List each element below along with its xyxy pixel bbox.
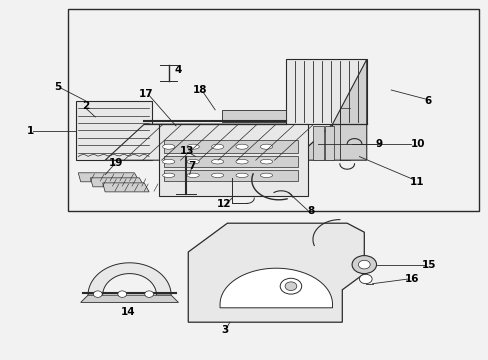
Polygon shape	[105, 124, 332, 160]
Ellipse shape	[260, 159, 272, 164]
Text: 5: 5	[54, 82, 61, 92]
Text: 8: 8	[306, 206, 313, 216]
Circle shape	[358, 260, 369, 269]
Polygon shape	[188, 223, 364, 322]
Circle shape	[351, 256, 376, 274]
Ellipse shape	[235, 144, 248, 149]
Ellipse shape	[211, 144, 223, 149]
Text: 15: 15	[421, 260, 435, 270]
Text: 7: 7	[187, 161, 195, 171]
Text: 4: 4	[174, 65, 182, 75]
Bar	[312, 126, 323, 160]
Circle shape	[118, 291, 126, 297]
Circle shape	[280, 278, 301, 294]
Polygon shape	[222, 110, 285, 122]
Bar	[163, 170, 298, 181]
Bar	[68, 9, 478, 211]
Polygon shape	[159, 124, 307, 196]
Polygon shape	[78, 173, 139, 182]
Polygon shape	[88, 263, 171, 295]
Ellipse shape	[260, 173, 272, 177]
Polygon shape	[102, 183, 149, 192]
Text: 12: 12	[216, 199, 231, 210]
Text: 9: 9	[375, 139, 382, 149]
Ellipse shape	[211, 173, 223, 177]
Ellipse shape	[235, 159, 248, 164]
Circle shape	[359, 274, 371, 284]
Text: 2: 2	[82, 101, 89, 111]
Bar	[163, 140, 298, 153]
Text: 13: 13	[180, 146, 194, 156]
Ellipse shape	[260, 144, 272, 149]
Text: 18: 18	[193, 85, 207, 95]
Ellipse shape	[186, 144, 199, 149]
Circle shape	[285, 282, 296, 291]
Text: 11: 11	[409, 177, 424, 187]
Polygon shape	[90, 178, 144, 187]
Bar	[163, 156, 298, 167]
Ellipse shape	[235, 173, 248, 177]
Polygon shape	[285, 59, 366, 124]
Text: 14: 14	[121, 307, 135, 318]
Text: 16: 16	[404, 274, 419, 284]
Text: 6: 6	[424, 96, 430, 106]
Text: 1: 1	[27, 126, 34, 136]
Ellipse shape	[162, 159, 175, 164]
Bar	[76, 101, 151, 160]
Bar	[325, 126, 333, 160]
Text: 3: 3	[221, 325, 228, 336]
Text: 17: 17	[138, 89, 153, 99]
Ellipse shape	[186, 159, 199, 164]
Circle shape	[144, 291, 153, 297]
Ellipse shape	[186, 173, 199, 177]
Polygon shape	[293, 124, 366, 160]
Text: 19: 19	[108, 158, 123, 168]
Polygon shape	[220, 268, 332, 308]
Circle shape	[93, 291, 102, 297]
Polygon shape	[332, 59, 366, 160]
Ellipse shape	[162, 144, 175, 149]
Polygon shape	[81, 295, 178, 302]
Ellipse shape	[211, 159, 223, 164]
Ellipse shape	[162, 173, 175, 177]
Text: 10: 10	[410, 139, 425, 149]
